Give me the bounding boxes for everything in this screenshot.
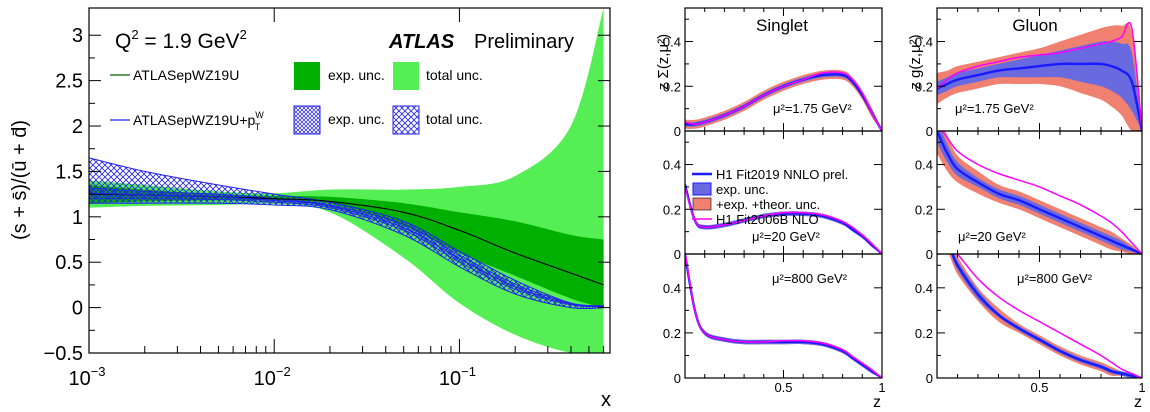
strange-ratio-chart: −0.5 0 0.5 1 1.5 2 2.5 3 10−3 10−2 10−1 (s + s̄)/…: [9, 7, 611, 411]
fit2006-line: [941, 131, 1142, 254]
panel-gluon-800: 0 0.2 0.4 μ²=800 GeV² 0.5 1: [915, 253, 1146, 395]
panel-gluon-1.75: 0 0.2 0.4 μ²=1.75 GeV²: [915, 7, 1143, 139]
panel-y-tick-label: 0.4: [663, 35, 681, 50]
legend-theor-label: +exp. +theor. unc.: [716, 197, 820, 212]
panel-x-tick-label: 1: [878, 380, 885, 395]
x-axis-label: x: [601, 389, 611, 411]
panel-y-tick-label: 0.2: [663, 202, 681, 217]
left-x-tick-label: 10−2: [254, 364, 291, 390]
exp-band: [937, 131, 1142, 254]
panel-y-tick-label: 0: [674, 124, 681, 139]
gluon-x-label: z: [1134, 394, 1142, 411]
fit2019-line: [951, 254, 1142, 378]
left-x-tick-label: 10−3: [68, 364, 105, 390]
legend-atlas-total-swatch: [393, 62, 419, 90]
panel-y-tick-label: 0: [674, 371, 681, 386]
panel-y-tick-label: 0.4: [915, 158, 933, 173]
fit2006-line: [937, 21, 1142, 131]
theor-band: [685, 69, 882, 131]
singlet-x-label: z: [873, 394, 881, 411]
scale-label: μ²=20 GeV²: [958, 229, 1026, 244]
panel-y-tick-label: 0.2: [915, 326, 933, 341]
legend-exp-label: exp. unc.: [716, 182, 769, 197]
left-y-tick-label: 1: [72, 207, 83, 229]
legend-theor-swatch: [692, 197, 712, 211]
legend-ptw-total-label: total unc.: [426, 111, 483, 127]
left-y-tick-label: 0: [72, 298, 83, 320]
legend-exp-swatch: [692, 182, 712, 196]
legend-atlas-exp-label: exp. unc.: [328, 67, 385, 83]
legend-fit2006-label: H1 Fit2006B NLO: [716, 212, 819, 227]
left-y-tick-label: 0.5: [55, 252, 83, 274]
gluon-y-label: z g(z,μ²): [907, 34, 924, 89]
panel-y-tick-label: 0: [926, 247, 933, 262]
legend-fit2019-label: H1 Fit2019 NNLO prel.: [716, 167, 848, 182]
panel-gluon-20: 0 0.2 0.4 μ²=20 GeV²: [915, 130, 1143, 262]
scale-label: μ²=1.75 GeV²: [955, 101, 1034, 116]
scale-label: μ²=1.75 GeV²: [773, 101, 852, 116]
panel-y-tick-label: 0.4: [915, 35, 933, 50]
fit2019-line: [937, 131, 1142, 254]
panel-singlet-20: 0 0.2 0.4 μ²=20 GeV²: [663, 130, 883, 262]
left-y-tick-label: 1.5: [55, 161, 83, 183]
fit2006-line: [685, 71, 882, 131]
gluon-title: Gluon: [1012, 16, 1057, 35]
legend-atlas-label: ATLASepWZ19U: [133, 67, 239, 83]
scale-label: μ²=800 GeV²: [772, 271, 848, 286]
panel-x-tick-label: 1: [1138, 380, 1145, 395]
scale-label: μ²=20 GeV²: [752, 229, 820, 244]
theor-band: [937, 131, 1142, 254]
panel-x-tick-label: 0.5: [1030, 380, 1048, 395]
legend-atlas-total-label: total unc.: [426, 67, 483, 83]
panel-y-tick-label: 0: [674, 247, 681, 262]
h1-legend: H1 Fit2019 NNLO prel. exp. unc. +exp. +t…: [692, 167, 848, 227]
atlas-label: ATLAS: [388, 31, 455, 53]
y-axis-label: (s + s̄)/(ū + d̄): [9, 120, 31, 240]
legend-ptw-exp-label: exp. unc.: [328, 111, 385, 127]
fit2019-line: [937, 62, 1142, 131]
legend-ptw-exp-swatch: [293, 105, 321, 135]
panel-y-tick-label: 0.2: [915, 202, 933, 217]
left-y-tick-label: 3: [72, 25, 83, 47]
fit2006-line: [956, 254, 1142, 378]
panel-y-tick-label: 0.2: [915, 79, 933, 94]
legend-ptw-label: ATLASepWZ19U+pW T: [133, 110, 264, 132]
scale-label: μ²=800 GeV²: [1017, 271, 1093, 286]
panel-singlet-1.75: 0 0.2 0.4 μ²=1.75 GeV²: [663, 7, 883, 139]
panel-x-tick-label: 0.5: [774, 380, 792, 395]
left-y-tick-label: 2.5: [55, 71, 83, 93]
left-y-tick-label: −0.5: [44, 343, 83, 365]
panel-y-tick-label: 0: [926, 124, 933, 139]
fit2006-line: [685, 254, 882, 378]
left-x-tick-label: 10−1: [439, 364, 476, 390]
atlas-exp-band: [89, 185, 604, 308]
panel-y-tick-label: 0.2: [663, 79, 681, 94]
preliminary-label: Preliminary: [474, 31, 574, 53]
fit2006-line: [685, 186, 882, 254]
panel-y-tick-label: 0.4: [663, 158, 681, 173]
legend-atlas-exp-swatch: [294, 62, 320, 90]
ptw-central-line: [89, 192, 604, 307]
panel-y-tick-label: 0: [926, 371, 933, 386]
left-plot-frame: [88, 7, 611, 354]
panel-y-tick-label: 0.4: [663, 281, 681, 296]
panel-y-tick-label: 0.2: [663, 326, 681, 341]
q2-annotation: Q2 = 1.9 GeV2: [115, 27, 247, 53]
panel-singlet-800: 0 0.2 0.4 μ²=800 GeV² 0.5 1: [663, 253, 886, 395]
panel-y-tick-label: 0.4: [915, 281, 933, 296]
left-y-tick-label: 2: [72, 116, 83, 138]
singlet-title: Singlet: [756, 16, 808, 35]
singlet-y-label: z Σ(z,μ²): [655, 34, 672, 90]
legend-ptw-total-swatch: [392, 105, 420, 135]
